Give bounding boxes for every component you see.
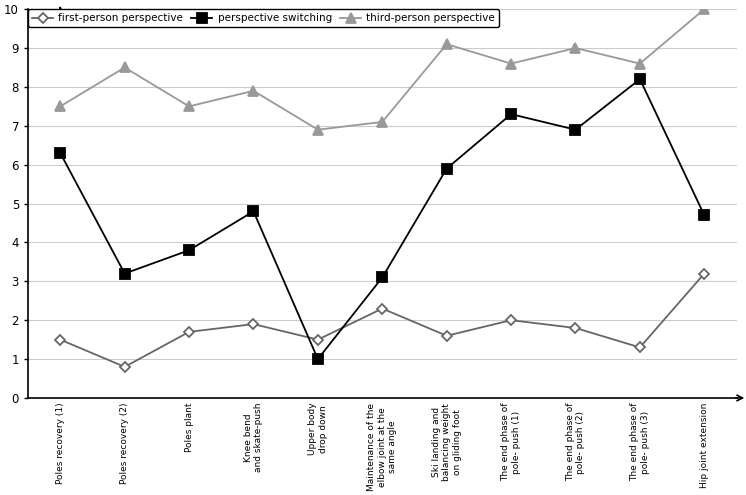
first-person perspective <box>377 305 386 311</box>
Line: first-person perspective: first-person perspective <box>57 270 708 370</box>
third-person perspective <box>636 60 645 66</box>
first-person perspective <box>507 317 515 323</box>
third-person perspective <box>571 45 580 51</box>
Line: third-person perspective: third-person perspective <box>55 4 709 135</box>
third-person perspective <box>442 41 451 47</box>
perspective switching <box>700 212 709 218</box>
third-person perspective <box>507 60 515 66</box>
perspective switching <box>636 76 645 82</box>
perspective switching <box>56 150 65 156</box>
first-person perspective <box>184 329 193 335</box>
perspective switching <box>442 166 451 172</box>
perspective switching <box>571 127 580 133</box>
first-person perspective <box>313 337 322 343</box>
first-person perspective <box>56 337 65 343</box>
third-person perspective <box>120 64 129 70</box>
perspective switching <box>507 111 515 117</box>
perspective switching <box>313 356 322 362</box>
first-person perspective <box>571 325 580 331</box>
third-person perspective <box>377 119 386 125</box>
first-person perspective <box>120 364 129 370</box>
third-person perspective <box>700 6 709 12</box>
third-person perspective <box>184 103 193 109</box>
first-person perspective <box>249 321 258 327</box>
perspective switching <box>120 271 129 277</box>
first-person perspective <box>636 345 645 350</box>
Line: perspective switching: perspective switching <box>55 74 709 364</box>
perspective switching <box>184 248 193 253</box>
third-person perspective <box>249 88 258 94</box>
perspective switching <box>249 208 258 214</box>
third-person perspective <box>313 127 322 133</box>
first-person perspective <box>700 271 709 277</box>
Legend: first-person perspective, perspective switching, third-person perspective: first-person perspective, perspective sw… <box>28 9 499 28</box>
first-person perspective <box>442 333 451 339</box>
perspective switching <box>377 274 386 280</box>
third-person perspective <box>56 103 65 109</box>
